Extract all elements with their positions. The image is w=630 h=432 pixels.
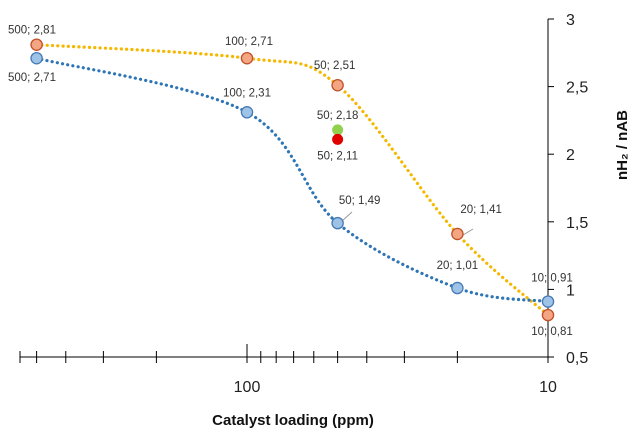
blue-data-point: [541, 295, 555, 308]
label-leader-line: [341, 211, 353, 222]
data-label: 50; 2,18: [317, 110, 359, 122]
orange-data-point: [240, 51, 254, 65]
data-label: 50; 1,49: [339, 195, 381, 207]
green-data-point: [332, 124, 344, 136]
blue-data-point: [331, 216, 344, 230]
data-label: 100; 2,71: [225, 36, 273, 48]
x-tick-label: 10: [539, 379, 557, 396]
orange-data-point: [541, 308, 555, 322]
y-tick-label: 0,5: [566, 350, 588, 367]
blue-data-point: [451, 281, 464, 295]
data-label: 50; 2,11: [317, 150, 358, 162]
data-label: 500; 2,81: [8, 25, 56, 37]
x-axis-title: Catalyst loading (ppm): [212, 412, 374, 429]
y-tick-label: 1: [566, 282, 575, 299]
orange-data-point: [331, 78, 344, 92]
y-tick-label: 2,5: [566, 80, 588, 97]
data-label: 500; 2,71: [8, 72, 56, 84]
y-tick-label: 3: [566, 12, 575, 29]
orange-data-point: [30, 38, 43, 51]
y-tick-label: 1,5: [566, 215, 588, 232]
y-tick-label: 2: [566, 147, 575, 164]
blue-data-point: [30, 51, 43, 65]
data-label: 20; 1,01: [437, 260, 479, 272]
orange-series-line: [35, 43, 550, 317]
data-label: 20; 1,41: [460, 204, 502, 216]
red-data-point: [332, 133, 344, 145]
blue-data-point: [240, 106, 254, 119]
y-axis-title: nH₂ / nAB: [614, 110, 630, 180]
data-label: 10; 0,91: [531, 273, 573, 285]
blue-series-line: [35, 56, 550, 304]
data-label: 50; 2,51: [314, 60, 356, 72]
label-leader-line: [462, 228, 474, 236]
data-label: 10; 0,81: [531, 326, 573, 338]
data-label: 100; 2,31: [223, 87, 271, 99]
orange-data-point: [451, 227, 464, 241]
x-tick-label: 100: [234, 379, 261, 396]
